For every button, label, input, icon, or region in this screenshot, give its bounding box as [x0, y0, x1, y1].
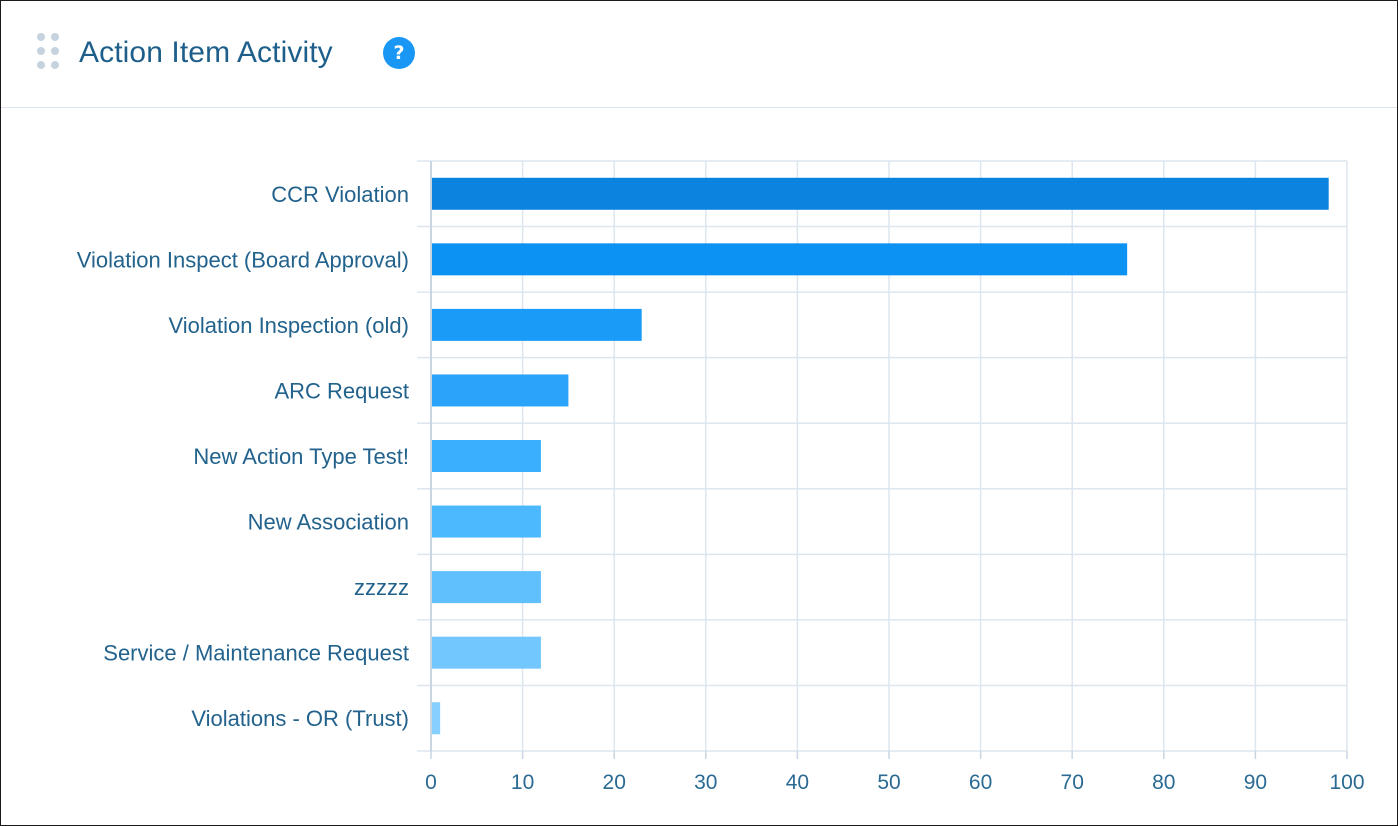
bar-new-action-type-test[interactable] [431, 440, 541, 472]
bar-service-maintenance-request[interactable] [431, 636, 541, 669]
x-tick-label: 0 [425, 771, 437, 794]
bar-new-association[interactable] [431, 505, 541, 538]
x-tick-label: 80 [1152, 771, 1175, 794]
bar-arc-request[interactable] [431, 374, 569, 407]
drag-handle-icon[interactable] [37, 33, 63, 73]
category-label: New Action Type Test! [193, 444, 409, 469]
bar-violation-inspect-board-approval[interactable] [431, 243, 1128, 276]
category-label: Violation Inspection (old) [168, 313, 409, 338]
category-label: Violation Inspect (Board Approval) [77, 247, 409, 272]
x-tick-label: 90 [1244, 771, 1267, 794]
x-tick-label: 70 [1061, 771, 1084, 794]
card-title: Action Item Activity [79, 36, 333, 69]
category-label: ARC Request [274, 378, 409, 403]
x-tick-label: 100 [1329, 771, 1364, 794]
bar-violations-or-trust[interactable] [431, 702, 441, 735]
card-header: Action Item Activity ? [1, 1, 1397, 108]
category-label: Service / Maintenance Request [103, 641, 409, 666]
chart-bars [431, 177, 1329, 735]
x-tick-label: 50 [877, 771, 900, 794]
bar-violation-inspection-old[interactable] [431, 308, 642, 341]
horizontal-bar-chart: 0 10 20 30 40 50 60 70 80 90 100 CCR Violation Viola… [77, 160, 1365, 794]
chart-axes [430, 161, 1348, 759]
x-tick-label: 10 [511, 771, 534, 794]
x-tick-label: 30 [694, 771, 717, 794]
bar-ccr-violation[interactable] [431, 177, 1329, 210]
category-label: zzzzz [354, 575, 409, 600]
x-tick-label: 40 [786, 771, 809, 794]
chart-labels: 0 10 20 30 40 50 60 70 80 90 100 CCR Violation Viola… [77, 182, 1365, 794]
category-label: New Association [248, 510, 409, 535]
x-tick-label: 60 [969, 771, 992, 794]
bar-zzzzz[interactable] [431, 571, 541, 604]
category-label: CCR Violation [271, 182, 409, 207]
x-tick-label: 20 [603, 771, 626, 794]
category-label: Violations - OR (Trust) [191, 706, 409, 731]
help-icon[interactable]: ? [383, 37, 415, 69]
